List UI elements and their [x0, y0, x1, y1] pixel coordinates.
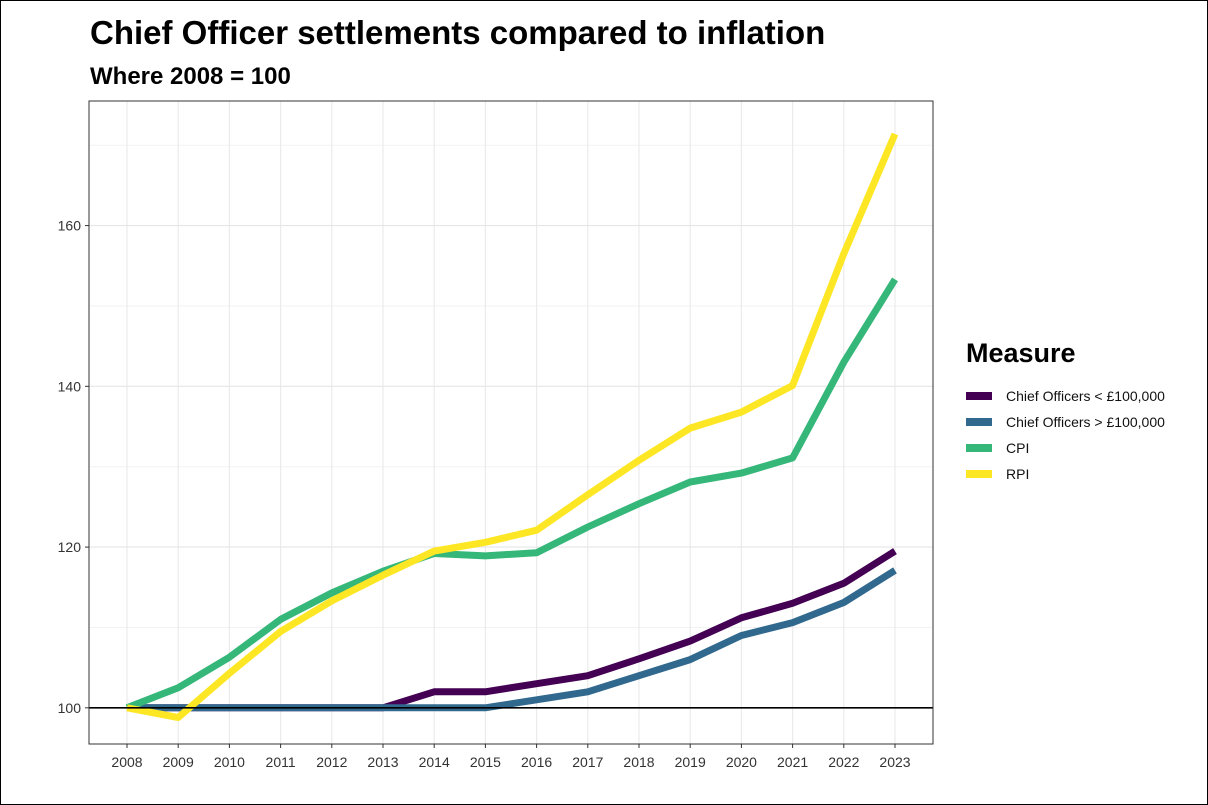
- legend-label: Chief Officers < £100,000: [1006, 388, 1165, 404]
- y-tick-label: 140: [58, 378, 82, 394]
- chart-subtitle: Where 2008 = 100: [90, 63, 291, 90]
- legend-item: Chief Officers > £100,000: [966, 409, 1165, 435]
- x-tick-label: 2011: [266, 754, 296, 770]
- legend-key: [966, 470, 992, 478]
- legend: Measure Chief Officers < £100,000 Chief O…: [966, 338, 1165, 487]
- x-tick-label: 2013: [367, 754, 398, 770]
- x-tick-label: 2015: [470, 754, 501, 770]
- x-tick-label: 2018: [623, 754, 654, 770]
- x-tick-label: 2014: [419, 754, 450, 770]
- series-line-2: [125, 277, 898, 712]
- x-tick-label: 2021: [777, 754, 808, 770]
- x-tick-label: 2008: [111, 754, 142, 770]
- x-tick-label: 2019: [675, 754, 706, 770]
- x-tick-label: 2016: [521, 754, 552, 770]
- legend-items: Chief Officers < £100,000 Chief Officers …: [966, 383, 1165, 487]
- y-tick-label: 160: [58, 218, 82, 234]
- panel-background: [89, 101, 933, 744]
- legend-item: RPI: [966, 461, 1165, 487]
- x-tick-label: 2022: [828, 754, 859, 770]
- legend-label: Chief Officers > £100,000: [1006, 414, 1165, 430]
- x-tick-label: 2023: [879, 754, 910, 770]
- x-tick-label: 2010: [214, 754, 245, 770]
- legend-key: [966, 418, 992, 426]
- x-tick-label: 2017: [572, 754, 603, 770]
- x-tick-label: 2009: [163, 754, 194, 770]
- x-tick-label: 2020: [726, 754, 757, 770]
- legend-item: CPI: [966, 435, 1165, 461]
- x-tick-label: 2012: [316, 754, 347, 770]
- legend-key: [966, 444, 992, 452]
- legend-title: Measure: [966, 338, 1076, 368]
- legend-label: RPI: [1006, 466, 1030, 482]
- y-tick-label: 100: [58, 700, 82, 716]
- chart-title: Chief Officer settlements compared to in…: [90, 14, 826, 51]
- legend-key: [966, 392, 992, 400]
- panel-border: [88, 100, 934, 745]
- legend-label: CPI: [1006, 440, 1030, 456]
- series-line-3: [126, 132, 899, 721]
- legend-item: Chief Officers < £100,000: [966, 383, 1165, 409]
- y-tick-label: 120: [58, 539, 82, 555]
